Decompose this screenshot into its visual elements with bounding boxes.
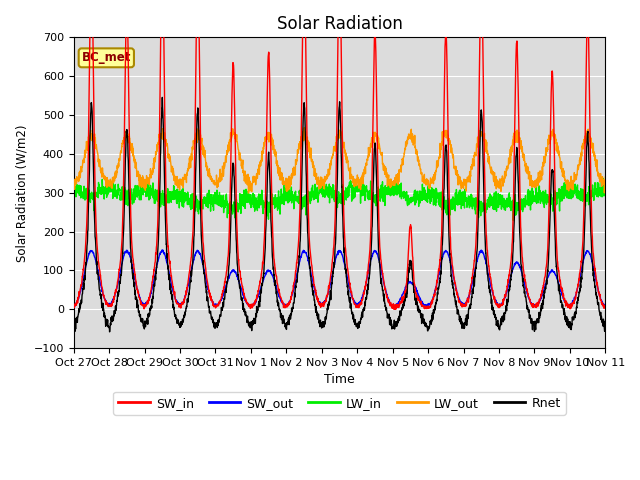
Title: Solar Radiation: Solar Radiation	[276, 15, 403, 33]
Y-axis label: Solar Radiation (W/m2): Solar Radiation (W/m2)	[15, 124, 28, 262]
X-axis label: Time: Time	[324, 373, 355, 386]
Legend: SW_in, SW_out, LW_in, LW_out, Rnet: SW_in, SW_out, LW_in, LW_out, Rnet	[113, 392, 566, 415]
Text: BC_met: BC_met	[82, 51, 131, 64]
